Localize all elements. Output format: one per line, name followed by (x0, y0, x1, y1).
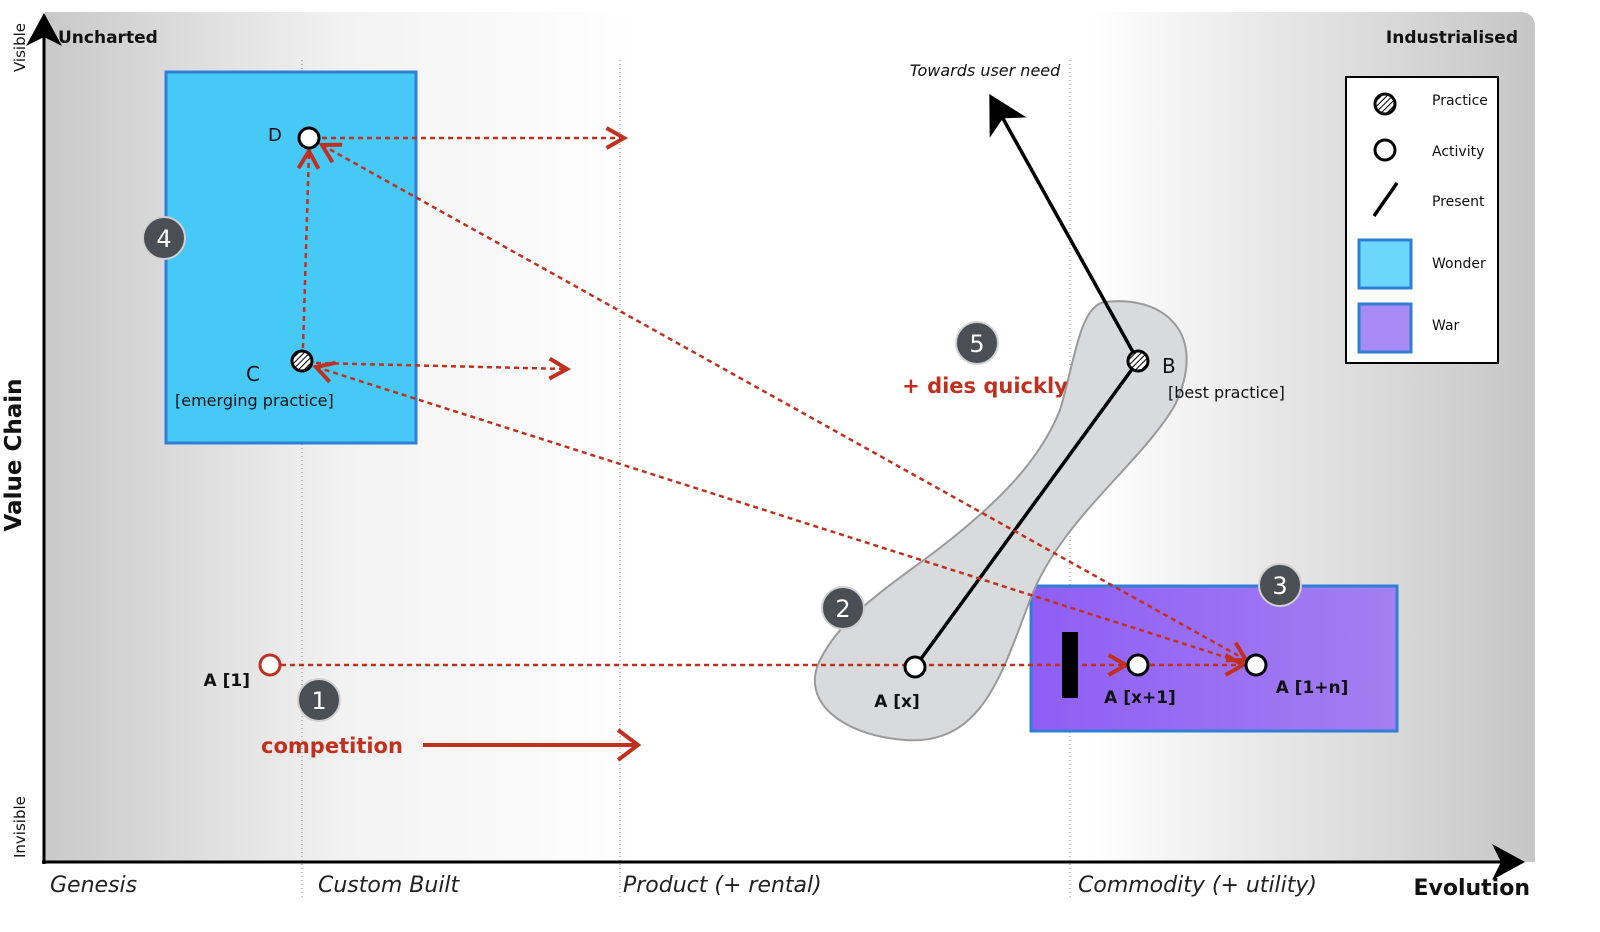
present-icon (1372, 181, 1399, 218)
svg-text:5: 5 (969, 330, 984, 358)
industrialised-label: Industrialised (1386, 28, 1518, 48)
competition-arrow (423, 728, 642, 762)
component-a-1n[interactable] (1244, 653, 1268, 677)
svg-text:1: 1 (311, 687, 326, 715)
war-swatch (1357, 302, 1413, 354)
legend: Practice Activity Present Wonder War (1345, 76, 1499, 364)
label-a1n: A [1+n] (1276, 678, 1349, 698)
movement-c-to-d (296, 146, 321, 349)
practice-icon (1373, 92, 1397, 116)
war-region (1029, 584, 1399, 733)
badge-5: 5 (955, 321, 999, 365)
legend-war: War (1432, 318, 1460, 334)
movement-a1n-c (312, 360, 1245, 665)
stage-commodity: Commodity (+ utility) (1078, 873, 1317, 898)
towards-user-need-label: Towards user need (910, 61, 1061, 80)
label-ax: A [x] (874, 692, 920, 712)
component-b-practice[interactable] (1126, 349, 1150, 373)
y-bottom-label: Invisible (11, 796, 29, 858)
component-a-x1[interactable] (1126, 653, 1150, 677)
y-top-label: Visible (11, 23, 29, 72)
badge-4: 4 (142, 216, 186, 260)
label-c: C (246, 362, 260, 386)
dies-quickly-label: + dies quickly (902, 374, 1068, 398)
legend-present: Present (1432, 194, 1485, 210)
legend-wonder: Wonder (1432, 256, 1486, 272)
stage-custom-built: Custom Built (318, 873, 461, 898)
label-d: D (268, 125, 282, 146)
component-d[interactable] (297, 126, 321, 150)
label-b-note: [best practice] (1168, 383, 1285, 402)
label-c-note: [emerging practice] (175, 391, 334, 410)
badge-2: 2 (821, 586, 865, 630)
uncharted-label: Uncharted (58, 28, 158, 48)
activity-icon (1373, 138, 1397, 162)
component-a-x[interactable] (903, 655, 927, 679)
svg-text:3: 3 (1272, 572, 1287, 600)
legend-practice: Practice (1432, 93, 1488, 109)
badge-1: 1 (297, 678, 341, 722)
badge-3: 3 (1258, 563, 1302, 607)
stage-product: Product (+ rental) (623, 873, 822, 898)
label-a1: A [1] (204, 671, 250, 691)
x-axis-title: Evolution (1413, 876, 1530, 901)
legend-activity: Activity (1432, 144, 1484, 160)
component-c-practice[interactable] (290, 349, 314, 373)
inertia-bar (1062, 632, 1078, 698)
svg-text:2: 2 (835, 595, 850, 623)
competition-label: competition (261, 734, 403, 758)
component-a-1[interactable] (258, 653, 282, 677)
y-axis-title: Value Chain (1, 379, 27, 532)
label-ax1: A [x+1] (1104, 688, 1176, 708)
stage-genesis: Genesis (50, 873, 137, 898)
label-b: B (1162, 354, 1176, 378)
wonder-swatch (1357, 238, 1413, 290)
svg-text:4: 4 (156, 225, 171, 253)
